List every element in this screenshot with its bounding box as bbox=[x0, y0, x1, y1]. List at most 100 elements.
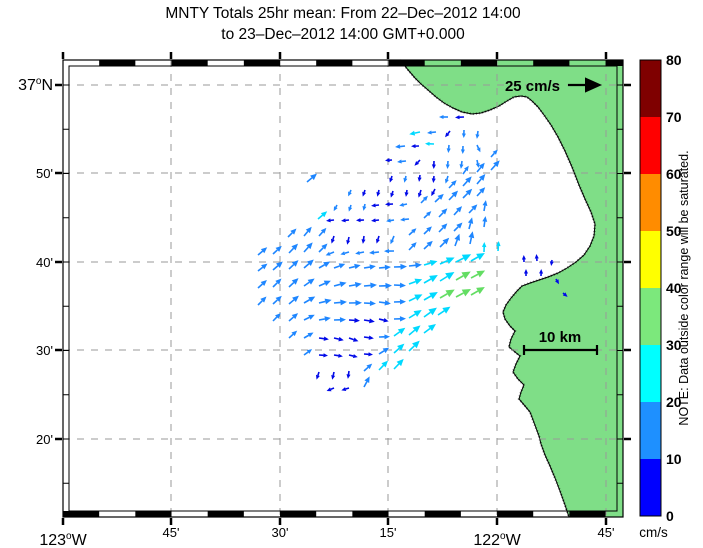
vector-arrow bbox=[439, 293, 448, 299]
vector-arrow bbox=[470, 290, 479, 296]
x-major-tick bbox=[61, 52, 65, 59]
vector-arrow-head bbox=[260, 296, 267, 303]
x-major-tick bbox=[61, 518, 65, 525]
vector-arrow-head bbox=[385, 158, 390, 163]
vector-arrow bbox=[303, 246, 309, 253]
vector-arrow bbox=[317, 214, 324, 220]
vector-arrow-head bbox=[325, 251, 331, 256]
y-major-tick bbox=[624, 171, 631, 175]
vector-arrow bbox=[303, 316, 310, 321]
vector-arrow-head bbox=[308, 296, 316, 303]
vector-arrow-head bbox=[429, 260, 438, 267]
vector-arrow-head bbox=[439, 114, 444, 120]
chart-title-line2: to 23–Dec–2012 14:00 GMT+0.000 bbox=[221, 26, 465, 43]
frame-stripe-bottom bbox=[424, 511, 461, 517]
axis-degree-label: 37oN bbox=[18, 76, 53, 94]
vector-arrow-head bbox=[306, 242, 313, 250]
vector-arrow bbox=[476, 166, 482, 173]
vector-arrow-head bbox=[442, 306, 451, 314]
y-major-tick bbox=[55, 83, 62, 87]
vector-arrow-head bbox=[465, 176, 472, 184]
vector-arrow bbox=[272, 299, 278, 305]
vector-arrow bbox=[377, 189, 380, 193]
vector-arrow-head bbox=[386, 218, 391, 223]
x-major-tick bbox=[169, 518, 173, 525]
vector-arrow bbox=[348, 265, 356, 269]
x-major-tick bbox=[604, 518, 608, 525]
vector-arrow-head bbox=[479, 187, 486, 194]
vector-arrow bbox=[363, 266, 371, 269]
vector-arrow-head bbox=[369, 264, 376, 270]
vector-arrow-head bbox=[330, 238, 335, 244]
land-polygon bbox=[398, 59, 624, 518]
vector-arrow-head bbox=[476, 270, 486, 278]
vector-arrow-head bbox=[385, 202, 390, 207]
vector-arrow-head bbox=[441, 223, 448, 230]
vector-arrow bbox=[363, 189, 366, 193]
vector-arrow-head bbox=[346, 239, 351, 245]
vector-arrow bbox=[335, 204, 338, 208]
axis-minute-label: 20' bbox=[36, 432, 53, 447]
vector-arrow-head bbox=[414, 294, 423, 301]
vector-arrow bbox=[439, 241, 446, 248]
vector-arrow bbox=[393, 331, 401, 337]
vector-arrow bbox=[378, 266, 386, 269]
vector-arrow bbox=[378, 318, 385, 321]
vector-arrow-head bbox=[324, 298, 332, 305]
vector-arrow-head bbox=[369, 318, 375, 324]
vector-arrow-head bbox=[446, 148, 451, 153]
vector-arrow bbox=[423, 295, 432, 301]
vector-arrow-head bbox=[260, 247, 268, 254]
vector-arrow-head bbox=[461, 271, 471, 280]
vector-arrow bbox=[562, 292, 565, 295]
vector-arrow-head bbox=[306, 349, 313, 354]
vector-arrow-head bbox=[471, 204, 478, 211]
colorbar-segment bbox=[640, 402, 661, 459]
vector-arrow-head bbox=[397, 343, 405, 351]
vector-arrow bbox=[455, 292, 464, 298]
axis-minute-label: 15' bbox=[380, 525, 397, 540]
vector-arrow bbox=[408, 280, 416, 285]
vector-arrow bbox=[470, 273, 479, 279]
vector-arrow-head bbox=[339, 317, 346, 323]
vector-arrow bbox=[318, 282, 326, 287]
vector-arrow bbox=[373, 251, 380, 254]
vector-arrow bbox=[483, 221, 486, 228]
vector-arrow-head bbox=[326, 218, 331, 223]
vector-arrow bbox=[363, 381, 368, 388]
vector-arrow-head bbox=[369, 300, 376, 307]
vector-arrow-head bbox=[395, 144, 401, 149]
vector-arrow-head bbox=[428, 307, 437, 316]
vector-arrow-head bbox=[361, 239, 366, 244]
vector-arrow bbox=[408, 313, 416, 319]
vector-arrow-head bbox=[275, 313, 281, 319]
colorbar-tick-label: 70 bbox=[666, 109, 682, 125]
vector-arrow bbox=[363, 203, 366, 207]
vector-arrow bbox=[408, 231, 414, 236]
reference-arrow-label: 25 cm/s bbox=[505, 78, 560, 95]
vector-arrow bbox=[303, 334, 310, 339]
vector-arrow-head bbox=[454, 233, 460, 241]
vector-arrow-head bbox=[376, 191, 381, 197]
vector-arrow-head bbox=[417, 192, 422, 198]
vector-arrow-head bbox=[323, 261, 331, 268]
vector-arrow bbox=[423, 229, 429, 235]
vector-arrow bbox=[347, 236, 350, 241]
colorbar-segment bbox=[640, 231, 661, 288]
vector-arrow bbox=[414, 131, 421, 134]
vector-arrow bbox=[257, 250, 264, 256]
vector-arrow-head bbox=[356, 218, 361, 223]
vector-arrow-head bbox=[445, 289, 455, 298]
scale-bar-label: 10 km bbox=[539, 329, 582, 346]
colorbar-tick-label: 30 bbox=[666, 337, 682, 353]
vector-arrow-head bbox=[425, 141, 430, 146]
vector-arrow-head bbox=[320, 227, 327, 234]
vector-arrow bbox=[378, 364, 385, 371]
vector-arrow-head bbox=[476, 147, 481, 153]
vector-arrow-head bbox=[338, 336, 344, 342]
axis-minute-label: 40' bbox=[36, 255, 53, 270]
vector-arrow bbox=[272, 265, 279, 271]
colorbar-tick-label: 20 bbox=[666, 394, 682, 410]
vector-arrow bbox=[423, 244, 429, 250]
vector-arrow bbox=[332, 235, 335, 240]
